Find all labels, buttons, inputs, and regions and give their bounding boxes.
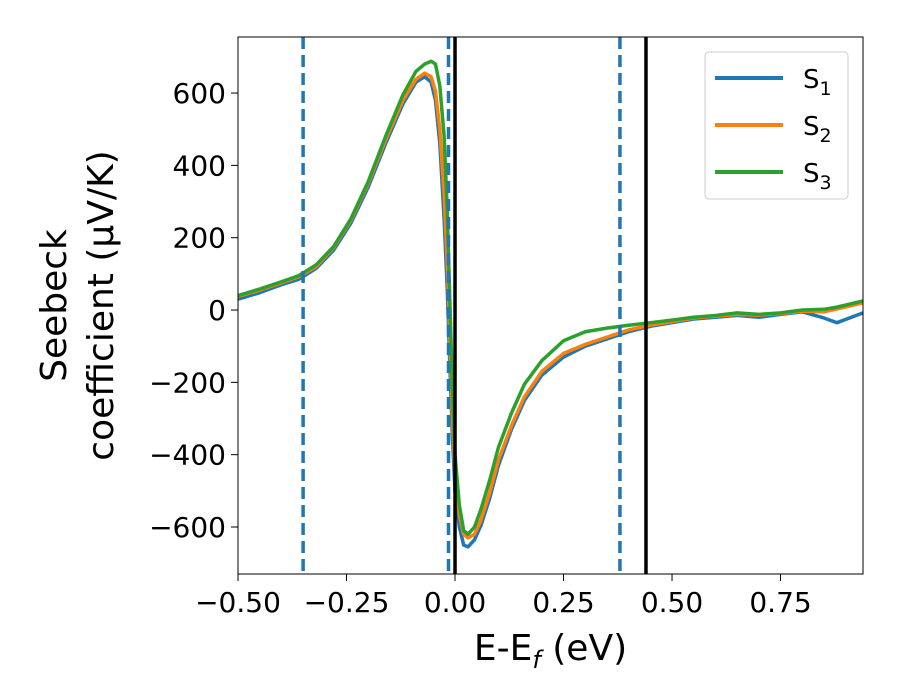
legend: S1 S2 S3 [704, 51, 849, 200]
x-axis-title-unit: (eV) [541, 628, 627, 669]
x-tick-label: −0.25 [304, 586, 390, 619]
plot-frame [237, 36, 864, 575]
x-axis-title-main: E-E [474, 628, 532, 669]
y-tick-label: −400 [149, 439, 226, 472]
y-axis-title-line1: Seebeck [34, 229, 75, 382]
series-lines [238, 59, 863, 549]
x-axis-title: E-Ef (eV) [474, 628, 627, 674]
series-line-s3 [238, 59, 863, 536]
x-tick-label: 0.75 [749, 586, 811, 619]
y-tick-label: 200 [173, 222, 226, 255]
reference-lines [301, 37, 648, 574]
y-tick-label: −200 [149, 366, 226, 399]
y-axis-title-line2: coefficient (μV/K) [81, 150, 122, 460]
y-tick-label: −600 [149, 511, 226, 544]
y-tick-label: 400 [173, 149, 226, 182]
x-tick-label: 0.00 [424, 586, 486, 619]
legend-label-s2: S2 [803, 112, 832, 147]
y-tick-label: 600 [173, 77, 226, 110]
x-axis-ticks: −0.50 −0.25 0.00 0.25 0.50 0.75 [195, 574, 812, 619]
x-tick-label: −0.50 [195, 586, 281, 619]
legend-label-s3: S3 [803, 159, 832, 194]
legend-label-s1: S1 [803, 65, 832, 100]
x-tick-label: 0.50 [641, 586, 703, 619]
y-axis-title: Seebeck coefficient (μV/K) [34, 150, 122, 460]
y-tick-label: 0 [208, 294, 226, 327]
y-axis-ticks: 600 400 200 0 −200 −400 −600 [149, 77, 238, 544]
x-tick-label: 0.25 [532, 586, 594, 619]
